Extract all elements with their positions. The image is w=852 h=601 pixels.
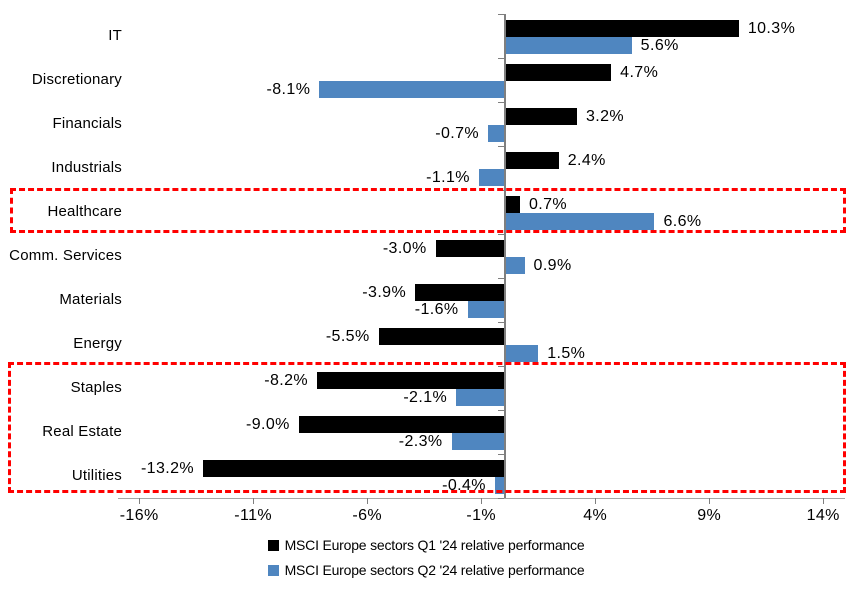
x-axis-tick-label: 14%	[806, 507, 840, 524]
bar-value-label: -1.1%	[426, 169, 470, 186]
bar-q1	[203, 460, 504, 477]
x-axis-tick	[709, 498, 711, 504]
bar-q2	[494, 477, 504, 494]
y-axis-tick	[498, 146, 504, 147]
bar-q2	[504, 37, 632, 54]
x-axis-tick	[595, 498, 597, 504]
x-axis-tick	[253, 498, 255, 504]
bar-q1	[504, 196, 520, 213]
highlight-box-healthcare	[10, 188, 846, 233]
bar-value-label: -9.0%	[246, 416, 290, 433]
bar-q1	[317, 372, 504, 389]
y-axis-tick	[498, 322, 504, 323]
legend-label-q1: MSCI Europe sectors Q1 '24 relative perf…	[284, 537, 585, 553]
bar-value-label: 0.7%	[528, 196, 568, 213]
category-label: Energy	[73, 335, 122, 352]
category-label: Comm. Services	[9, 247, 122, 264]
category-label: Financials	[52, 115, 122, 132]
bar-value-label: 2.4%	[567, 152, 606, 169]
legend: MSCI Europe sectors Q1 '24 relative perf…	[0, 537, 852, 578]
bar-q1	[504, 64, 612, 81]
legend-label-q2: MSCI Europe sectors Q2 '24 relative perf…	[284, 562, 585, 578]
x-axis-tick	[139, 498, 141, 504]
bar-q1	[435, 240, 504, 257]
highlight-box-staples-realestate-utilities	[8, 362, 846, 493]
y-axis-tick	[498, 58, 504, 59]
category-label: Staples	[70, 379, 122, 396]
bar-value-label: 4.7%	[620, 64, 659, 81]
bar-value-label: 1.5%	[547, 345, 586, 362]
bar-q1	[298, 416, 504, 433]
y-axis-tick	[498, 366, 504, 367]
category-label: Industrials	[51, 159, 122, 176]
q1-series-swatch-icon	[267, 539, 279, 551]
bar-q2	[504, 213, 655, 230]
bar-q1	[504, 108, 577, 125]
x-axis-tick-label: -6%	[352, 507, 383, 524]
bar-value-label: -8.1%	[266, 81, 311, 98]
bar-q2	[451, 433, 504, 450]
bar-q1	[504, 152, 559, 169]
x-axis-tick	[367, 498, 369, 504]
category-label: Healthcare	[47, 203, 122, 220]
bar-value-label: -3.0%	[382, 240, 427, 257]
y-axis-tick	[498, 102, 504, 103]
bar-q2	[488, 125, 504, 142]
bar-value-label: 5.6%	[640, 37, 679, 54]
bar-value-label: -0.4%	[442, 477, 486, 494]
x-axis-tick	[481, 498, 483, 504]
bar-value-label: -0.7%	[435, 125, 480, 142]
category-label: Discretionary	[31, 71, 122, 88]
x-axis-tick-label: -16%	[119, 507, 159, 524]
bar-q2	[504, 257, 525, 274]
bar-value-label: -3.9%	[362, 284, 407, 301]
bar-q1	[378, 328, 504, 345]
bar-value-label: -8.2%	[264, 372, 309, 389]
bar-value-label: -2.1%	[403, 389, 448, 406]
bar-value-label: -1.6%	[414, 301, 459, 318]
legend-item-q1: MSCI Europe sectors Q1 '24 relative perf…	[267, 537, 585, 553]
bar-q1	[415, 284, 504, 301]
bar-value-label: -5.5%	[325, 328, 370, 345]
q2-series-swatch-icon	[267, 564, 279, 576]
y-axis-tick	[498, 498, 504, 499]
x-axis-tick-label: 9%	[697, 507, 722, 524]
x-axis-tick-label: -1%	[466, 507, 497, 524]
y-axis-tick	[498, 454, 504, 455]
y-axis-tick	[498, 234, 504, 235]
x-axis-tick-label: -11%	[234, 507, 273, 524]
y-axis-tick	[498, 410, 504, 411]
category-label: Real Estate	[42, 423, 122, 440]
y-axis-tick	[498, 14, 504, 15]
bar-q2	[319, 81, 504, 98]
x-axis-tick	[823, 498, 825, 504]
bar-q1	[504, 20, 739, 37]
bar-q2	[467, 301, 504, 318]
bar-q2	[504, 345, 539, 362]
bar-value-label: 0.9%	[533, 257, 572, 274]
bar-value-label: 3.2%	[585, 108, 625, 125]
y-axis-line	[504, 14, 506, 498]
bar-value-label: -2.3%	[398, 433, 443, 450]
category-label: IT	[108, 27, 122, 44]
y-axis-tick	[498, 278, 504, 279]
category-label: Materials	[59, 291, 122, 308]
legend-item-q2: MSCI Europe sectors Q2 '24 relative perf…	[267, 562, 585, 578]
category-label: Utilities	[71, 467, 122, 484]
bar-q2	[478, 169, 504, 186]
bar-q2	[456, 389, 504, 406]
bar-value-label: 10.3%	[747, 20, 796, 37]
bar-value-label: -13.2%	[140, 460, 195, 477]
bar-value-label: 6.6%	[663, 213, 702, 230]
x-axis-tick-label: 4%	[583, 507, 608, 524]
